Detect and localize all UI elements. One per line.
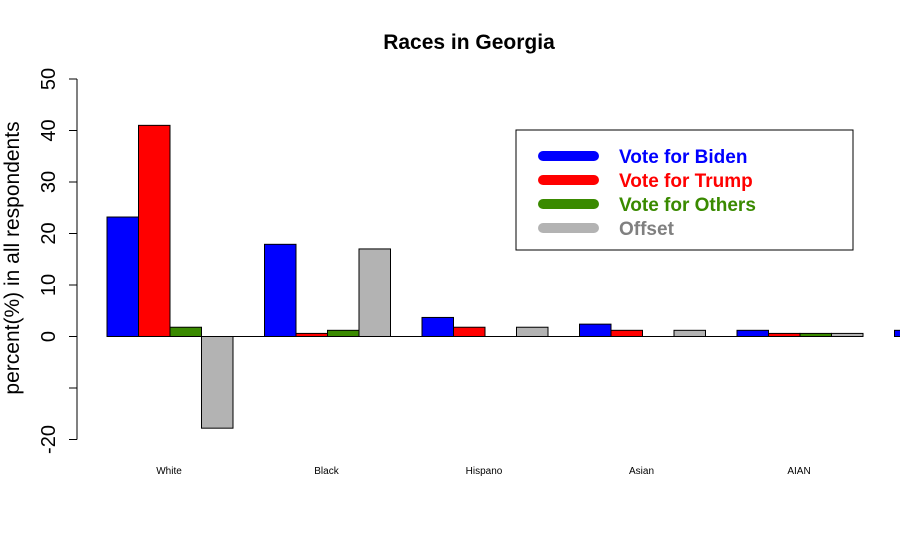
bars-group xyxy=(106,124,900,429)
y-axis-label: percent(%) in all respondents xyxy=(1,121,24,394)
bar-vote-for-biden-white xyxy=(106,216,139,338)
y-axis: -20 0 10 20 30 40 50 xyxy=(38,68,78,454)
bar-vote-for-biden-asian xyxy=(579,323,612,338)
legend: Vote for Biden Vote for Trump Vote for Oth… xyxy=(515,129,854,251)
x-tick-label: Black xyxy=(314,466,339,477)
x-tick-label: Asian xyxy=(629,466,654,477)
x-tick-label: Hispano xyxy=(466,466,503,477)
bar-vote-for-biden-aian xyxy=(736,329,769,338)
bar-vote-for-others-black xyxy=(327,329,360,338)
chart-title: Races in Georgia xyxy=(383,31,555,54)
x-tick-labels: WhiteBlackHispanoAsianAIANMulti xyxy=(156,466,810,477)
y-tick-label: 0 xyxy=(38,331,60,342)
y-tick-label: 10 xyxy=(38,274,60,296)
bar-vote-for-trump-asian xyxy=(610,329,643,338)
y-tick-label: 40 xyxy=(38,119,60,141)
x-tick-label: White xyxy=(156,466,182,477)
bar-offset-white xyxy=(201,336,234,429)
y-tick-label: 20 xyxy=(38,222,60,244)
bar-vote-for-others-white xyxy=(169,326,202,338)
legend-label: Offset xyxy=(619,219,675,240)
y-tick-label: -20 xyxy=(38,425,60,454)
bar-offset-hispano xyxy=(516,326,549,338)
legend-label: Vote for Others xyxy=(619,195,756,216)
bar-offset-black xyxy=(358,248,391,337)
bar-vote-for-trump-white xyxy=(138,124,171,337)
legend-label: Vote for Trump xyxy=(619,171,753,192)
bar-vote-for-biden-black xyxy=(264,243,297,337)
bar-vote-for-trump-hispano xyxy=(453,326,486,338)
bar-vote-for-biden-multi xyxy=(894,329,900,338)
bar-offset-asian xyxy=(673,329,706,338)
bar-vote-for-biden-hispano xyxy=(421,316,454,338)
y-tick-label: 30 xyxy=(38,171,60,193)
x-tick-label: AIAN xyxy=(787,466,810,477)
y-tick-label: 50 xyxy=(38,68,60,90)
legend-label: Vote for Biden xyxy=(619,147,747,168)
